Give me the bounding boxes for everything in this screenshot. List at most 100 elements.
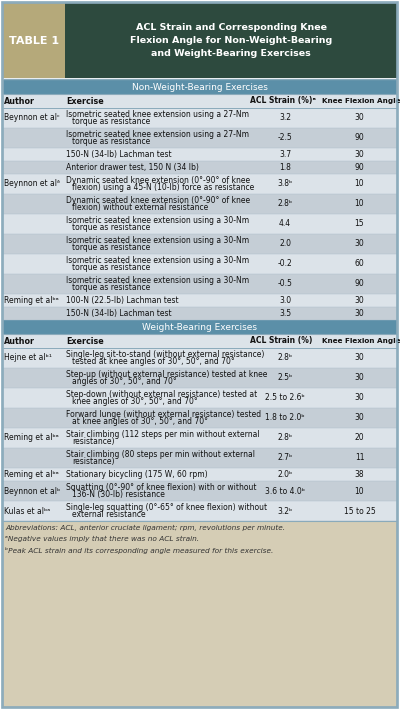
Text: Isometric seated knee extension using a 30-Nm: Isometric seated knee extension using a … (66, 236, 249, 245)
Text: resistance): resistance) (72, 437, 114, 446)
Bar (3, 254, 397, 274)
Text: Kulas et alᵇᵃ: Kulas et alᵇᵃ (4, 506, 50, 515)
Text: Stair climbing (112 steps per min without external: Stair climbing (112 steps per min withou… (66, 430, 260, 439)
Text: ACL Strain (%)ᵃ: ACL Strain (%)ᵃ (250, 97, 316, 106)
Text: 90: 90 (355, 133, 364, 143)
Text: 136-N (30-lb) resistance: 136-N (30-lb) resistance (72, 490, 165, 499)
Bar (3, 501, 397, 521)
Bar (3, 3, 65, 78)
Text: Stationary bicycling (175 W, 60 rpm): Stationary bicycling (175 W, 60 rpm) (66, 470, 208, 479)
Text: Non-Weight-Bearing Exercises: Non-Weight-Bearing Exercises (132, 82, 268, 92)
Text: ᵇPeak ACL strain and its corresponding angle measured for this exercise.: ᵇPeak ACL strain and its corresponding a… (5, 547, 273, 554)
Text: 2.0: 2.0 (279, 239, 291, 248)
Text: Exercise: Exercise (66, 97, 104, 106)
Text: ACL Strain (%): ACL Strain (%) (250, 337, 312, 346)
Text: 2.0ᵇ: 2.0ᵇ (277, 470, 293, 479)
Bar (3, 94, 397, 108)
Text: 90: 90 (355, 280, 364, 288)
Text: 3.8ᵇ: 3.8ᵇ (277, 180, 293, 188)
Text: Author: Author (4, 337, 35, 346)
Text: 90: 90 (355, 163, 364, 172)
Text: ᵃNegative values imply that there was no ACL strain.: ᵃNegative values imply that there was no… (5, 536, 199, 542)
Text: Beynnon et alᵇ: Beynnon et alᵇ (4, 486, 60, 496)
Bar (3, 214, 397, 234)
Text: 10: 10 (355, 486, 364, 496)
Text: 38: 38 (355, 470, 364, 479)
Bar (3, 294, 397, 307)
Bar (3, 468, 397, 481)
Text: 10: 10 (355, 180, 364, 188)
Text: Knee Flexion Angle (°): Knee Flexion Angle (°) (322, 97, 400, 104)
Text: 1.8: 1.8 (279, 163, 291, 172)
Bar (3, 307, 397, 320)
Text: flexion) using a 45-N (10-lb) force as resistance: flexion) using a 45-N (10-lb) force as r… (72, 183, 254, 192)
Bar (3, 234, 397, 254)
Text: TABLE 1: TABLE 1 (9, 36, 59, 45)
Text: 30: 30 (355, 296, 364, 305)
Text: torque as resistance: torque as resistance (72, 263, 150, 272)
Bar (3, 388, 397, 408)
Text: Isometric seated knee extension using a 30-Nm: Isometric seated knee extension using a … (66, 216, 249, 225)
Text: 30: 30 (355, 309, 364, 318)
Text: 2.8ᵇ: 2.8ᵇ (278, 354, 292, 363)
Text: 100-N (22.5-lb) Lachman test: 100-N (22.5-lb) Lachman test (66, 296, 179, 305)
Text: 2.5ᵇ: 2.5ᵇ (277, 373, 293, 383)
Bar (3, 320, 397, 334)
Bar (3, 521, 397, 707)
Text: torque as resistance: torque as resistance (72, 137, 150, 146)
Text: 3.2: 3.2 (279, 114, 291, 123)
Bar (3, 161, 397, 174)
Text: Beynnon et alᶜ: Beynnon et alᶜ (4, 114, 60, 123)
Text: at knee angles of 30°, 50°, and 70°: at knee angles of 30°, 50°, and 70° (72, 417, 208, 426)
Text: Beynnon et alᶞ: Beynnon et alᶞ (4, 180, 60, 188)
Text: Single-leg sit-to-stand (without external resistance): Single-leg sit-to-stand (without externa… (66, 350, 264, 359)
Bar (3, 80, 397, 94)
Text: 150-N (34-lb) Lachman test: 150-N (34-lb) Lachman test (66, 150, 172, 159)
Text: angles of 30°, 50°, and 70°: angles of 30°, 50°, and 70° (72, 377, 177, 386)
Text: 4.4: 4.4 (279, 219, 291, 229)
Text: 30: 30 (355, 393, 364, 403)
Text: Weight-Bearing Exercises: Weight-Bearing Exercises (142, 322, 258, 332)
Text: 3.7: 3.7 (279, 150, 291, 159)
Bar (3, 108, 397, 128)
Text: Flexion Angle for Non-Weight-Bearing: Flexion Angle for Non-Weight-Bearing (130, 36, 332, 45)
Bar (3, 274, 397, 294)
Text: Isometric seated knee extension using a 27-Nm: Isometric seated knee extension using a … (66, 110, 249, 119)
Text: 1.8 to 2.0ᵇ: 1.8 to 2.0ᵇ (265, 413, 305, 422)
Text: flexion) without external resistance: flexion) without external resistance (72, 203, 208, 212)
Text: 2.8ᵇ: 2.8ᵇ (278, 434, 292, 442)
Bar (3, 194, 397, 214)
Text: tested at knee angles of 30°, 50°, and 70°: tested at knee angles of 30°, 50°, and 7… (72, 357, 235, 366)
Text: Dynamic seated knee extension (0°-90° of knee: Dynamic seated knee extension (0°-90° of… (66, 176, 250, 185)
Text: Isometric seated knee extension using a 27-Nm: Isometric seated knee extension using a … (66, 130, 249, 139)
Text: 150-N (34-lb) Lachman test: 150-N (34-lb) Lachman test (66, 309, 172, 318)
Text: 30: 30 (355, 114, 364, 123)
Bar (65, 3, 397, 78)
Text: Squatting (0°-90° of knee flexion) with or without: Squatting (0°-90° of knee flexion) with … (66, 483, 256, 492)
Text: knee angles of 30°, 50°, and 70°: knee angles of 30°, 50°, and 70° (72, 397, 198, 406)
Bar (3, 334, 397, 348)
Text: -0.2: -0.2 (278, 259, 292, 268)
Text: external resistance: external resistance (72, 510, 146, 519)
Text: Step-up (without external resistance) tested at knee: Step-up (without external resistance) te… (66, 370, 267, 379)
Text: 3.5: 3.5 (279, 309, 291, 318)
Text: Isometric seated knee extension using a 30-Nm: Isometric seated knee extension using a … (66, 256, 249, 265)
Text: 30: 30 (355, 354, 364, 363)
Text: 20: 20 (355, 434, 364, 442)
Text: Single-leg squatting (0°-65° of knee flexion) without: Single-leg squatting (0°-65° of knee fle… (66, 503, 267, 512)
Text: Exercise: Exercise (66, 337, 104, 346)
Bar (3, 428, 397, 448)
Text: resistance): resistance) (72, 457, 114, 466)
Text: Reming et alᵇᵃ: Reming et alᵇᵃ (4, 434, 59, 442)
Text: 15 to 25: 15 to 25 (344, 506, 375, 515)
Text: 15: 15 (355, 219, 364, 229)
Bar (3, 174, 397, 194)
Text: ACL Strain and Corresponding Knee: ACL Strain and Corresponding Knee (136, 23, 326, 32)
Text: and Weight-Bearing Exercises: and Weight-Bearing Exercises (151, 49, 311, 58)
Text: 30: 30 (355, 150, 364, 159)
Bar (3, 368, 397, 388)
Text: 2.5 to 2.6ᵇ: 2.5 to 2.6ᵇ (265, 393, 305, 403)
Text: Reming et alᵇᵃ: Reming et alᵇᵃ (4, 470, 59, 479)
Text: 10: 10 (355, 200, 364, 209)
Text: 3.6 to 4.0ᵇ: 3.6 to 4.0ᵇ (265, 486, 305, 496)
